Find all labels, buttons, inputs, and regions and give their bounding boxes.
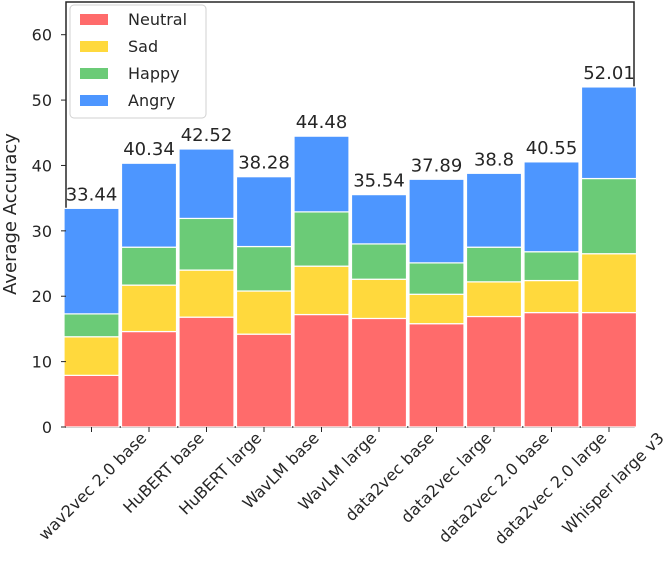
bar-happy-5 [350, 243, 408, 280]
total-label-1: 40.34 [123, 139, 175, 160]
y-tick-label-6: 60 [32, 26, 52, 45]
bar-neutral-3 [235, 333, 293, 428]
total-label-5: 35.54 [353, 171, 405, 192]
bar-angry-9 [580, 86, 638, 180]
total-label-6: 37.89 [411, 155, 463, 176]
bar-neutral-5 [350, 317, 408, 428]
bar-angry-7 [465, 172, 523, 248]
x-tick-label-9: Whisper large v3 [558, 428, 665, 537]
x-tick-label-0: wav2vec 2.0 base [35, 428, 151, 544]
bar-neutral-6 [408, 323, 465, 428]
bar-happy-8 [523, 251, 580, 282]
y-tick-label-4: 40 [32, 156, 52, 175]
bar-neutral-7 [465, 315, 523, 428]
total-label-3: 38.28 [238, 153, 290, 174]
bar-angry-6 [408, 178, 465, 264]
bar-sad-0 [63, 336, 120, 376]
bar-sad-7 [465, 281, 523, 318]
bar-angry-2 [178, 148, 235, 220]
legend-label-sad: Sad [128, 37, 158, 56]
x-tick-label-8: data2vec 2.0 large [490, 428, 610, 548]
bar-neutral-4 [293, 313, 350, 428]
bar-happy-2 [178, 217, 235, 271]
bar-happy-4 [293, 211, 350, 267]
y-tick-label-2: 20 [32, 287, 52, 306]
bar-sad-8 [523, 279, 580, 314]
legend-label-neutral: Neutral [128, 10, 187, 29]
total-label-8: 40.55 [526, 138, 578, 159]
legend-swatch-neutral [80, 14, 108, 25]
bar-angry-3 [235, 176, 293, 248]
bar-sad-6 [408, 293, 465, 325]
bar-happy-7 [465, 246, 523, 283]
y-tick-label-5: 50 [32, 91, 52, 110]
bar-happy-6 [408, 262, 465, 295]
legend-label-happy: Happy [128, 64, 180, 83]
total-label-9: 52.01 [583, 63, 635, 84]
bar-sad-9 [580, 253, 638, 314]
bar-happy-0 [63, 313, 120, 338]
bar-sad-3 [235, 290, 293, 335]
bar-happy-9 [580, 177, 638, 255]
bar-angry-4 [293, 135, 350, 213]
legend-label-angry: Angry [128, 91, 175, 110]
legend: Neutral Sad Happy Angry [69, 4, 207, 119]
bar-sad-4 [293, 265, 350, 316]
legend-swatch-sad [80, 41, 108, 52]
bar-angry-0 [63, 207, 120, 315]
bars-layer [63, 86, 638, 428]
total-label-0: 33.44 [66, 184, 118, 205]
legend-swatch-happy [80, 68, 108, 79]
bar-sad-1 [120, 284, 178, 333]
y-axis-title: Average Accuracy [0, 133, 21, 295]
bar-sad-5 [350, 278, 408, 320]
total-label-7: 38.8 [474, 149, 514, 170]
bar-neutral-9 [580, 311, 638, 428]
y-tick-label-0: 0 [42, 418, 52, 437]
bar-angry-5 [350, 194, 408, 245]
bar-neutral-1 [120, 330, 178, 428]
bar-happy-1 [120, 246, 178, 286]
bar-angry-8 [523, 161, 580, 253]
total-label-2: 42.52 [181, 125, 233, 146]
bar-angry-1 [120, 162, 178, 248]
y-tick-label-1: 10 [32, 353, 52, 372]
bar-neutral-0 [63, 374, 120, 428]
bar-neutral-8 [523, 311, 580, 428]
y-tick-label-3: 30 [32, 222, 52, 241]
total-label-4: 44.48 [296, 112, 348, 133]
y-axis: 0 10 20 30 40 50 60 [32, 26, 66, 437]
legend-box [69, 4, 207, 119]
bar-happy-3 [235, 245, 293, 292]
legend-swatch-angry [80, 95, 108, 106]
x-tick-label-7: data2vec 2.0 base [435, 428, 553, 546]
bar-neutral-2 [178, 316, 235, 428]
bar-sad-2 [178, 269, 235, 318]
